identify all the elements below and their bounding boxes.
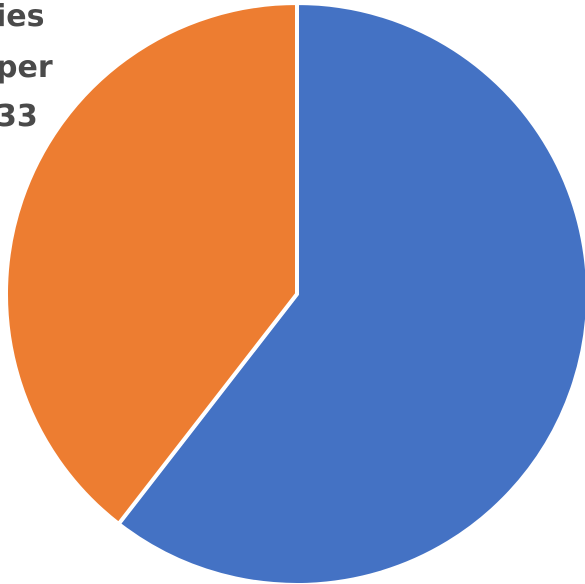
data-label-line-2: per — [0, 50, 53, 85]
pie-slice-2 — [4, 1, 299, 526]
data-label-line-3: 33 — [0, 99, 38, 134]
data-label-line-1: ies — [0, 0, 45, 34]
pie-slices — [4, 1, 585, 584]
